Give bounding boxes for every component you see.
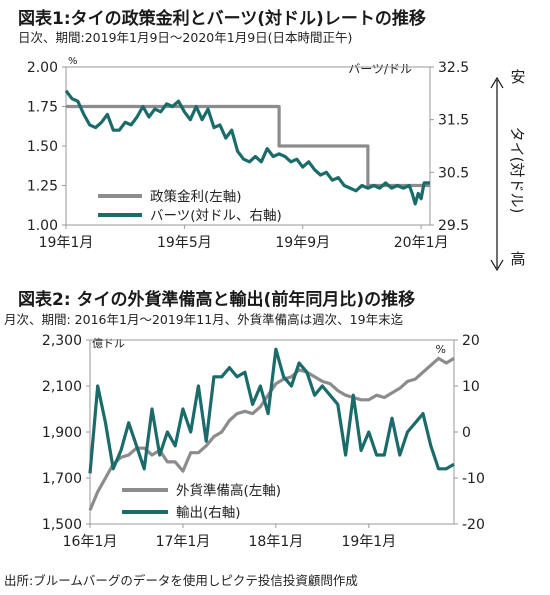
left-tick-label: 2,300 (42, 333, 82, 349)
chart2-subtitle: 月次、期間: 2016年1月～2019年11月、外貨準備高は週次、19年末迄 (4, 312, 404, 327)
chart1-side-bottom: 高 (510, 250, 525, 268)
chart1-left-unit: % (68, 56, 78, 67)
chart1-series-line-1 (64, 89, 430, 206)
right-tick-label: 0 (462, 425, 471, 441)
chart1-side-arrow (490, 76, 504, 272)
left-tick-label: 2,100 (42, 379, 82, 395)
legend-label-policy-rate: 政策金利(左軸) (150, 188, 242, 205)
chart1-side-top: 安 (510, 68, 525, 86)
chart2-title: 図表2: タイの外貨準備高と輸出(前年同月比)の推移 (18, 290, 416, 310)
chart1-side-middle: タイ(対ドル) (508, 127, 526, 214)
chart2-plot-frame (89, 339, 455, 525)
x-tick-label: 19年5月 (157, 235, 212, 251)
chart1-subtitle: 日次、期間:2019年1月9日～2020年1月9日(日本時間正午) (18, 30, 353, 45)
source-note: 出所:ブルームバーグのデータを使用しピクテ投信投資顧問作成 (4, 573, 358, 588)
chart2-series-line-1 (88, 347, 455, 474)
chart1-series-line-0 (66, 104, 430, 188)
left-tick-label: 1,500 (42, 517, 82, 533)
x-tick-label: 19年1月 (39, 235, 94, 251)
right-tick-label: -20 (462, 517, 485, 533)
left-tick-label: 1,900 (42, 425, 82, 441)
chart1-lines (64, 66, 431, 226)
left-tick-label: 2.00 (27, 60, 58, 76)
chart1-right-ticks: 32.5 31.5 30.5 29.5 (430, 60, 469, 234)
right-tick-label: -10 (462, 471, 485, 487)
chart1-left-ticks: 2.00 1.75 1.50 1.25 1.00 (27, 60, 66, 234)
right-tick-label: 32.5 (438, 60, 469, 76)
chart1-plot: 2.00 1.75 1.50 1.25 1.00 32.5 31.5 30.5 29.5 19… (27, 56, 526, 272)
chart1-legend: 政策金利(左軸) バーツ(対ドル、右軸) (98, 188, 282, 224)
x-tick-label: 18年1月 (249, 534, 304, 550)
right-tick-label: 20 (462, 333, 480, 349)
legend-label-reserves: 外貨準備高(左軸) (176, 482, 281, 499)
chart2-x-ticks: 16年1月 17年1月 18年1月 19年1月 (63, 524, 396, 550)
chart2-right-ticks: 20 10 0 -10 -20 (454, 333, 485, 533)
left-tick-label: 1.75 (27, 100, 58, 116)
left-tick-label: 1.00 (27, 218, 58, 234)
chart1-title: 図表1:タイの政策金利とバーツ(対ドル)レートの推移 (18, 9, 426, 29)
right-tick-label: 29.5 (438, 218, 469, 234)
x-tick-label: 19年1月 (341, 534, 396, 550)
right-tick-label: 30.5 (438, 165, 469, 181)
chart1-right-unit: バーツ/ドル (348, 62, 412, 76)
chart2-legend: 外貨準備高(左軸) 輸出(右軸) (122, 482, 281, 521)
left-tick-label: 1.50 (27, 139, 58, 155)
left-tick-label: 1.25 (27, 179, 58, 195)
chart2-left-unit: 億ドル (92, 337, 125, 350)
right-tick-label: 10 (462, 379, 480, 395)
x-tick-label: 16年1月 (63, 534, 118, 550)
chart2-right-unit: % (436, 343, 446, 356)
legend-label-exports: 輸出(右軸) (176, 505, 241, 521)
chart2-lines (88, 339, 455, 525)
legend-label-baht: バーツ(対ドル、右軸) (150, 208, 282, 224)
x-tick-label: 19年9月 (275, 235, 330, 251)
x-tick-label: 20年1月 (394, 235, 449, 251)
x-tick-label: 17年1月 (156, 534, 211, 550)
chart1-x-ticks: 19年1月 19年5月 19年9月 20年1月 (39, 225, 449, 251)
chart1-plot-frame (65, 66, 431, 226)
left-tick-label: 1,700 (42, 471, 82, 487)
chart2-left-ticks: 2,300 2,100 1,900 1,700 1,500 (42, 333, 90, 533)
chart2-series-line-0 (88, 356, 455, 511)
right-tick-label: 31.5 (438, 113, 469, 129)
